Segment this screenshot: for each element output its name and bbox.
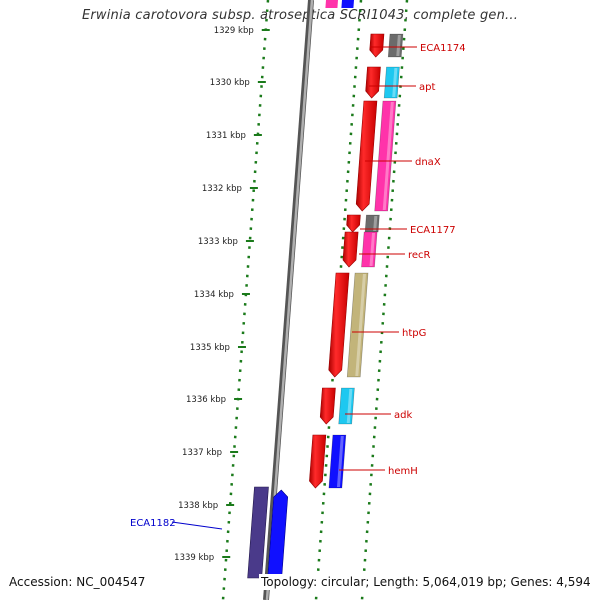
tick-label: 1339 kbp [174,553,214,563]
cds-bar[interactable] [338,387,355,425]
tick-label: 1337 kbp [182,448,222,458]
cds-bar[interactable] [328,434,347,489]
gene-arrow[interactable] [309,434,327,489]
tick-label: 1330 kbp [210,78,250,88]
tick-label: 1336 kbp [186,395,226,405]
gene-arrow[interactable] [346,214,361,233]
cds-highlight [355,274,366,376]
cds-bar[interactable] [361,231,378,268]
gene-label[interactable]: htpG [402,328,426,339]
tick-label: 1335 kbp [190,343,230,353]
cds-highlight [396,35,401,56]
gene-feature[interactable] [369,33,404,58]
gene-arrow[interactable] [369,33,385,58]
gene-feature[interactable] [247,486,289,579]
cds-highlight [369,233,376,266]
tick-label: 1338 kbp [178,501,218,511]
gene-label[interactable]: ECA1177 [410,225,456,236]
gene-label[interactable]: adk [394,410,412,421]
gene-feature[interactable] [319,387,355,425]
tick-label: 1331 kbp [206,131,246,141]
genome-summary-text: Topology: circular; Length: 5,064,019 bp… [259,574,593,590]
gene-feature[interactable] [355,100,397,212]
cds-bar-fragment [341,0,354,8]
cds-bar[interactable] [346,272,369,378]
gene-arrow[interactable] [328,272,350,378]
gene-feature[interactable] [365,66,400,99]
gene-arrow[interactable] [355,100,378,212]
tick-label: 1329 kbp [214,26,254,36]
gene-feature[interactable] [342,231,378,268]
cds-highlight [392,68,398,97]
cds-bar-fragment [325,0,338,8]
cog-bar[interactable] [247,486,269,579]
gene-arrow[interactable] [365,66,381,99]
gene-label[interactable]: ECA1182 [130,518,176,529]
cds-highlight [336,436,344,487]
tick-label: 1334 kbp [194,290,234,300]
accession-text: Accession: NC_004547 [7,574,148,590]
gene-arrow[interactable] [342,231,359,268]
gene-leader-line [171,521,223,530]
cds-bar[interactable] [383,66,400,99]
gene-feature[interactable] [309,434,347,489]
cds-bar[interactable] [387,33,404,58]
gene-label[interactable]: ECA1174 [420,43,466,54]
cds-bar[interactable] [374,100,397,212]
tick-label: 1332 kbp [202,184,242,194]
cds-highlight [373,216,378,231]
cds-highlight [382,102,394,210]
map-title: Erwinia carotovora subsp. atroseptica SC… [81,8,519,23]
tick-label: 1333 kbp [198,237,238,247]
cds-bar[interactable] [364,214,380,233]
gene-label[interactable]: apt [419,82,435,93]
gene-label[interactable]: dnaX [415,157,441,168]
gene-feature[interactable] [328,272,369,378]
gene-label[interactable]: hemH [388,466,418,477]
gene-feature[interactable] [346,214,380,233]
gene-label[interactable]: recR [408,250,431,261]
gene-arrow[interactable] [319,387,336,425]
